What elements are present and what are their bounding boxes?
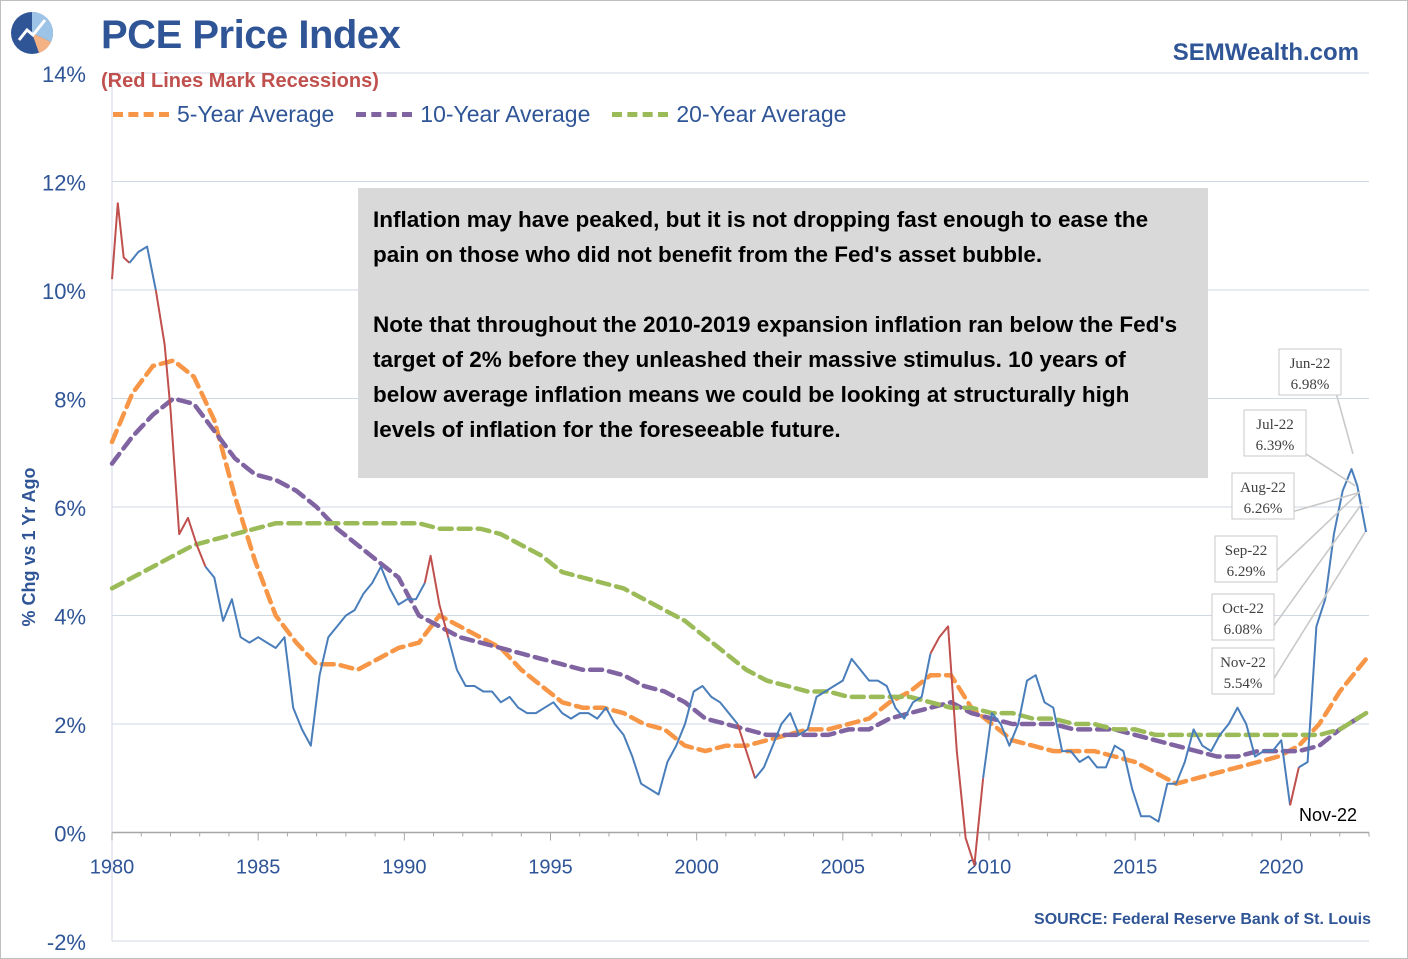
series-lines — [109, 202, 1369, 866]
pce-recession-segment — [736, 723, 757, 779]
legend-swatch-10yr — [356, 112, 413, 117]
y-tick-label: 14% — [42, 62, 86, 87]
legend-item-20yr: 20-Year Average — [612, 101, 846, 128]
annotation-box: Inflation may have peaked, but it is not… — [358, 188, 1208, 478]
x-tick-label: 2015 — [1113, 857, 1158, 879]
legend-label-10yr: 10-Year Average — [420, 101, 591, 127]
callout-value: 5.54% — [1224, 676, 1263, 692]
y-tick-label: 2% — [54, 713, 86, 738]
page-title: PCE Price Index — [101, 13, 401, 57]
callout-leader — [1299, 449, 1356, 487]
y-tick-label: 8% — [54, 388, 86, 413]
pce-line-segment — [447, 636, 739, 796]
pce-recession-segment — [929, 625, 985, 866]
legend-label-20yr: 20-Year Average — [676, 101, 847, 127]
callout-month: Nov-22 — [1220, 655, 1266, 671]
callout-box — [1278, 348, 1342, 396]
pce-recession-segment — [154, 289, 207, 568]
y-tick-label: 4% — [54, 605, 86, 630]
legend-swatch-5yr — [113, 112, 169, 117]
legend-swatch-20yr — [612, 112, 669, 117]
callout-month: Jul-22 — [1256, 417, 1294, 433]
callout-value: 6.29% — [1227, 564, 1266, 580]
y-tick-label: 10% — [42, 279, 86, 304]
callout-leader — [1267, 502, 1364, 635]
chart-subtitle: (Red Lines Mark Recessions) — [101, 70, 379, 92]
callout-value: 6.26% — [1244, 501, 1283, 517]
callout-leader — [1267, 531, 1366, 689]
pce-line-segment — [754, 653, 932, 779]
legend: 5-Year Average 10-Year Average 20-Year A… — [113, 101, 846, 128]
pce-line-segment — [204, 565, 426, 747]
pce-line-segment — [982, 674, 1292, 823]
annotation-paragraph-2: Note that throughout the 2010-2019 expan… — [373, 312, 1178, 442]
callout-leader — [1287, 492, 1359, 514]
callout-box — [1243, 409, 1307, 457]
x-tick-label: 2000 — [674, 857, 719, 879]
brand-link[interactable]: SEMWealth.com — [1172, 39, 1359, 66]
callout-box — [1211, 647, 1275, 695]
pce-line-segment — [1298, 468, 1368, 769]
sem-logo-icon — [11, 11, 54, 54]
callout-box — [1211, 593, 1275, 641]
callout-month: Jun-22 — [1290, 356, 1331, 372]
pce-recession-segment — [111, 202, 131, 280]
callout-leader — [1270, 490, 1361, 577]
pce-line-segment — [128, 245, 157, 291]
callout-value: 6.39% — [1256, 438, 1295, 454]
annotation-paragraph-1: Inflation may have peaked, but it is not… — [373, 207, 1149, 267]
y-axis-title: % Chg vs 1 Yr Ago — [19, 467, 39, 626]
source-note: SOURCE: Federal Reserve Bank of St. Loui… — [1034, 911, 1371, 928]
y-tick-label: 12% — [42, 171, 86, 196]
x-tick-label: 1990 — [382, 857, 427, 879]
legend-item-10yr: 10-Year Average — [356, 101, 590, 128]
series-10yr-average-line — [109, 396, 1369, 759]
legend-item-5yr: 5-Year Average — [113, 101, 334, 128]
callout-value: 6.08% — [1224, 622, 1263, 638]
callout-month: Sep-22 — [1225, 543, 1268, 559]
pce-recession-segment — [423, 554, 450, 638]
x-tick-label: 2005 — [821, 857, 866, 879]
callout-leader — [1334, 388, 1354, 455]
axes: -2% 0% 2% 4% 6% 8% 10% 12% 14% 1980 1985 1990 1995 20… — [19, 62, 1370, 955]
y-tick-label: -2% — [47, 930, 86, 955]
x-tick-label: 1995 — [528, 857, 573, 879]
y-tick-label: 0% — [54, 822, 86, 847]
end-label: Nov-22 — [1299, 805, 1357, 825]
y-tick-label: 6% — [54, 496, 86, 521]
pce-recession-segment — [1289, 767, 1300, 806]
series-5yr-average-line — [109, 358, 1369, 787]
callout-box — [1214, 535, 1278, 583]
callouts: Jun-22 6.98% Jul-22 6.39% Aug-22 6.26% Sep-22 6… — [1211, 348, 1366, 825]
x-tick-label: 1985 — [236, 857, 281, 879]
legend-label-5yr: 5-Year Average — [177, 101, 335, 127]
x-tick-label: 2010 — [967, 857, 1012, 879]
series-20yr-average-line — [109, 521, 1369, 738]
callout-month: Oct-22 — [1222, 601, 1264, 617]
callout-month: Aug-22 — [1240, 480, 1286, 496]
callout-box — [1231, 472, 1295, 520]
x-tick-label: 2020 — [1259, 857, 1304, 879]
callout-value: 6.98% — [1291, 377, 1330, 393]
x-tick-label: 1980 — [90, 857, 135, 879]
